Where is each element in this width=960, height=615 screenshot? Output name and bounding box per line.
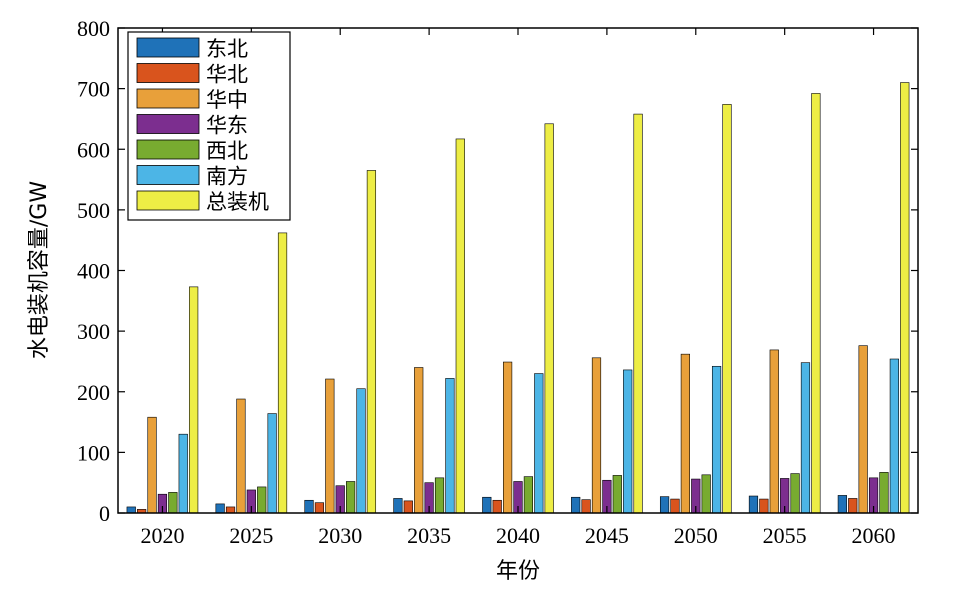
bar-华中-2035 [414,367,424,514]
legend-label-华中: 华中 [206,88,248,112]
bar-西北-2060 [879,472,889,514]
legend-label-总装机: 总装机 [206,190,269,214]
y-tick-label: 0 [99,501,110,526]
bar-东北-2050 [659,496,670,514]
bar-总装机-2050 [722,104,732,514]
bar-华中-2040 [502,361,513,514]
x-axis-title: 年份 [496,559,540,584]
bar-西北-2020 [168,492,178,514]
y-tick-label: 100 [77,440,110,465]
bar-总装机-2035 [455,138,465,514]
bar-总装机-2025 [277,232,288,514]
y-tick-label: 800 [77,16,110,41]
bar-东北-2040 [482,496,492,514]
bar-东北-2045 [571,496,581,514]
bars-layer [126,82,910,514]
bar-总装机-2045 [633,113,643,514]
bar-华北-2025 [225,506,236,514]
bar-华中-2030 [325,378,335,514]
bar-南方-2055 [800,362,811,514]
bar-总装机-2060 [900,82,910,514]
bar-华中-2050 [680,353,690,514]
y-tick-label: 300 [77,319,110,344]
bar-总装机-2020 [189,286,199,514]
bar-东北-2035 [393,498,403,514]
bar-南方-2050 [711,365,722,514]
bar-华中-2020 [147,416,157,514]
bar-华北-2030 [314,502,325,514]
bar-东北-2020 [126,506,136,514]
legend-swatch-总装机 [136,190,200,211]
bar-南方-2045 [623,369,633,514]
legend-label-南方: 南方 [206,165,248,189]
bar-南方-2030 [356,388,366,514]
bar-华中-2055 [769,349,779,514]
bar-南方-2025 [267,413,277,514]
legend-label-华东: 华东 [206,114,248,138]
legend-label-东北: 东北 [206,37,248,61]
bar-西北-2030 [346,481,356,514]
legend-swatch-南方 [136,165,200,185]
x-tick-label: 2055 [763,523,807,548]
bar-南方-2035 [445,378,455,514]
bar-华北-2050 [670,498,680,514]
x-tick-label: 2020 [140,523,184,548]
bar-华北-2055 [759,498,769,514]
y-tick-label: 200 [77,380,110,405]
legend-label-华北: 华北 [206,63,248,87]
bar-华中-2045 [591,357,602,514]
legend-swatch-西北 [136,139,200,160]
bar-南方-2060 [889,358,899,514]
bar-总装机-2040 [544,123,554,514]
x-tick-label: 2060 [852,523,896,548]
ticks-layer: 0 100 200 300 400 500 600 700 800 2020 2025 2030 203… [77,16,918,548]
legend-swatch-华东 [136,114,200,134]
bar-华中-2060 [858,345,868,514]
x-tick-label: 2030 [318,523,362,548]
bar-华北-2060 [848,498,858,514]
bar-华北-2040 [492,499,502,514]
bar-总装机-2055 [811,93,821,514]
x-tick-label: 2025 [229,523,273,548]
bar-西北-2040 [523,476,533,514]
legend-swatch-华中 [136,88,200,109]
bar-华中-2025 [236,398,246,514]
bar-南方-2020 [178,433,188,514]
x-tick-label: 2040 [496,523,540,548]
x-tick-label: 2050 [674,523,718,548]
y-tick-label: 700 [77,77,110,102]
bar-西北-2050 [701,474,711,514]
bar-华北-2045 [581,499,591,514]
bar-西北-2025 [257,486,267,514]
y-tick-label: 500 [77,198,110,223]
legend-label-西北: 西北 [206,139,248,163]
y-axis-title: 水电装机容量/GW [27,181,52,359]
legend-swatch-东北 [136,37,200,58]
bar-南方-2040 [534,373,544,514]
bar-西北-2055 [790,473,800,514]
x-tick-label: 2045 [585,523,629,548]
bar-东北-2030 [304,499,314,514]
legend-swatch-华北 [136,63,200,83]
bar-西北-2035 [434,477,445,514]
x-tick-label: 2035 [407,523,451,548]
y-tick-label: 600 [77,137,110,162]
bar-东北-2060 [837,495,847,514]
bar-东北-2055 [748,495,759,514]
bar-东北-2025 [215,503,225,514]
y-tick-label: 400 [77,259,110,284]
bar-总装机-2030 [366,170,377,514]
bar-华北-2035 [403,500,413,514]
bar-西北-2045 [612,475,622,514]
